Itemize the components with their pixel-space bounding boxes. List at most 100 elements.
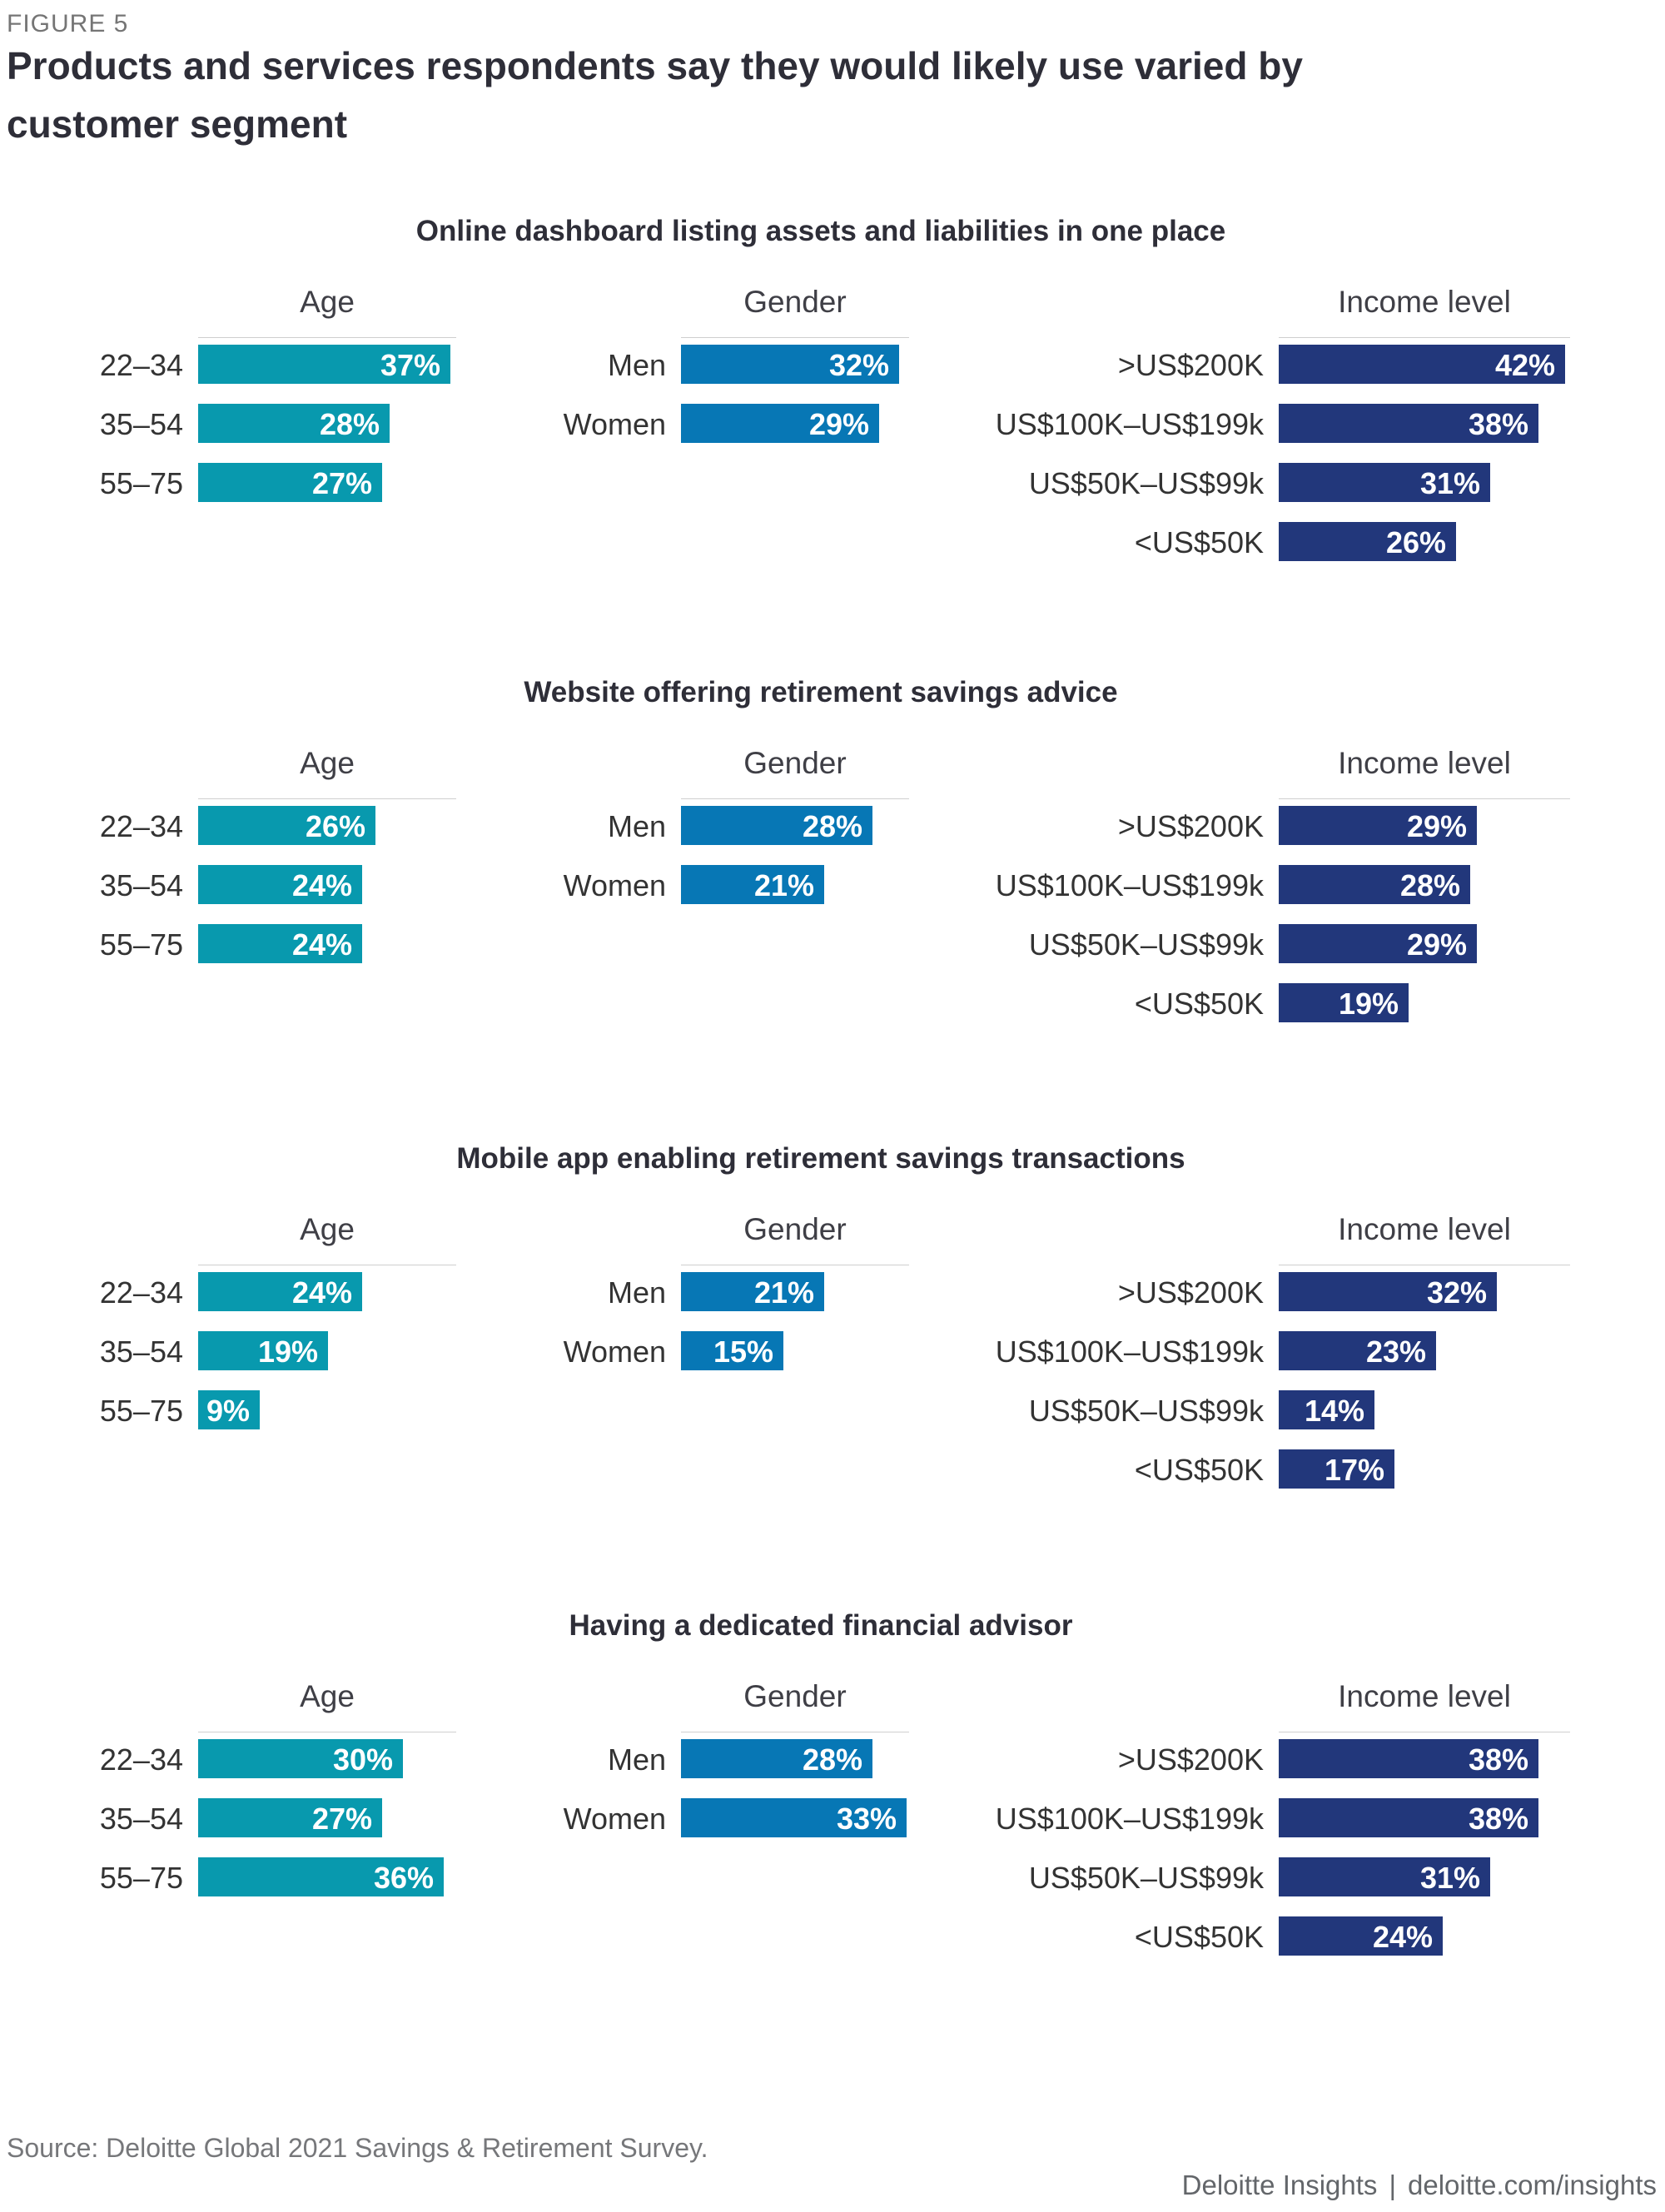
age-column: Age 22–34 26% 35–54 24% 55–75 24% — [0, 676, 475, 1034]
bar-row: >US$200K 29% — [982, 806, 1648, 845]
bar-row: US$100K–US$199k 28% — [982, 865, 1648, 904]
bar: 37% — [198, 345, 450, 384]
income-column: Income level >US$200K 32% US$100K–US$199… — [982, 1142, 1648, 1500]
category-label: Women — [563, 1802, 666, 1836]
bar: 38% — [1279, 404, 1538, 443]
bar: 33% — [681, 1798, 907, 1837]
axis-line — [681, 337, 909, 338]
chart-title: Website offering retirement savings advi… — [524, 676, 1118, 708]
category-label: US$100K–US$199k — [995, 1335, 1264, 1369]
bar-row: 35–54 28% — [0, 404, 475, 443]
bar-row: Women 15% — [483, 1331, 932, 1370]
bar-row: <US$50K 26% — [982, 522, 1648, 561]
gender-column: Gender Men 21% Women 15% — [483, 1142, 932, 1500]
bar-row: 35–54 27% — [0, 1798, 475, 1837]
gender-column: Gender Men 32% Women 29% — [483, 215, 932, 573]
column-heading-income: Income level — [1338, 1212, 1511, 1246]
bar-row: 55–75 24% — [0, 924, 475, 963]
bar-value-label: 38% — [1468, 1742, 1528, 1777]
chart-title: Online dashboard listing assets and liab… — [415, 215, 1226, 247]
category-label: 22–34 — [99, 1742, 183, 1777]
bar-value-label: 38% — [1468, 407, 1528, 441]
bar-row: <US$50K 17% — [982, 1449, 1648, 1489]
gender-column: Gender Men 28% Women 33% — [483, 1609, 932, 1967]
bar-row: 55–75 36% — [0, 1857, 475, 1896]
bar: 27% — [198, 1798, 382, 1837]
bar-row: <US$50K 19% — [982, 983, 1648, 1022]
bar-row: Women 33% — [483, 1798, 932, 1837]
bar: 31% — [1279, 463, 1490, 502]
bar-value-label: 17% — [1324, 1453, 1384, 1487]
footer-url[interactable]: deloitte.com/insights — [1408, 2170, 1657, 2200]
column-heading-income: Income level — [1338, 285, 1511, 319]
bar: 29% — [681, 404, 879, 443]
bar-row: 22–34 30% — [0, 1739, 475, 1778]
axis-line — [1279, 337, 1570, 338]
bar-row: 35–54 19% — [0, 1331, 475, 1370]
bar: 42% — [1279, 345, 1565, 384]
bar-row: 22–34 24% — [0, 1272, 475, 1311]
bar-row: 22–34 26% — [0, 806, 475, 845]
figure-label: FIGURE 5 — [7, 10, 129, 37]
category-label: <US$50K — [1134, 987, 1264, 1021]
category-label: 55–75 — [99, 466, 183, 500]
income-column: Income level >US$200K 42% US$100K–US$199… — [982, 215, 1648, 573]
bar: 28% — [681, 806, 872, 845]
category-label: <US$50K — [1134, 1920, 1264, 1954]
category-label: 55–75 — [99, 1861, 183, 1895]
footer: Deloitte Insights | deloitte.com/insights — [1182, 2170, 1657, 2201]
bar-row: 55–75 27% — [0, 463, 475, 502]
bar: 26% — [1279, 522, 1456, 561]
income-column: Income level >US$200K 38% US$100K–US$199… — [982, 1609, 1648, 1967]
bar: 36% — [198, 1857, 444, 1896]
bar-value-label: 31% — [1419, 466, 1480, 500]
source-note: Source: Deloitte Global 2021 Savings & R… — [7, 2133, 708, 2163]
column-heading-age: Age — [300, 746, 355, 780]
bar: 19% — [198, 1331, 328, 1370]
bar-value-label: 28% — [802, 1742, 862, 1777]
axis-line — [198, 337, 456, 338]
category-label: 35–54 — [99, 1802, 183, 1836]
category-label: US$100K–US$199k — [995, 1802, 1264, 1836]
category-label: US$50K–US$99k — [1028, 1861, 1264, 1895]
bar: 14% — [1279, 1390, 1374, 1429]
bar: 24% — [198, 1272, 362, 1311]
category-label: US$100K–US$199k — [995, 407, 1264, 441]
category-label: >US$200K — [1117, 1275, 1264, 1310]
bar-row: US$100K–US$199k 38% — [982, 404, 1648, 443]
bar-value-label: 14% — [1304, 1394, 1364, 1428]
bar-value-label: 26% — [305, 809, 365, 843]
bar: 29% — [1279, 806, 1477, 845]
bar-row: US$50K–US$99k 14% — [982, 1390, 1648, 1429]
bar: 28% — [681, 1739, 872, 1778]
axis-line — [1279, 798, 1570, 799]
bar-row: Women 21% — [483, 865, 932, 904]
bar: 31% — [1279, 1857, 1490, 1896]
bar-value-label: 24% — [1372, 1920, 1433, 1954]
bar: 23% — [1279, 1331, 1436, 1370]
chart-online-dashboard: Online dashboard listing assets and liab… — [0, 215, 1665, 573]
bar-value-label: 31% — [1419, 1861, 1480, 1895]
bar-value-label: 19% — [1338, 987, 1399, 1021]
category-label: 22–34 — [99, 348, 183, 382]
column-heading-gender: Gender — [743, 1212, 847, 1246]
bar: 28% — [1279, 865, 1470, 904]
category-label: 35–54 — [99, 868, 183, 902]
bar-value-label: 28% — [802, 809, 862, 843]
category-label: Women — [563, 407, 666, 441]
bar: 26% — [198, 806, 375, 845]
bar: 15% — [681, 1331, 783, 1370]
bar-value-label: 30% — [332, 1742, 393, 1777]
category-label: Women — [563, 868, 666, 902]
bar-value-label: 32% — [1426, 1275, 1487, 1310]
footer-brand: Deloitte Insights — [1181, 2170, 1378, 2200]
bar-value-label: 15% — [713, 1335, 773, 1369]
bar-row: >US$200K 42% — [982, 345, 1648, 384]
bar: 21% — [681, 1272, 824, 1311]
category-label: Women — [563, 1335, 666, 1369]
bar-value-label: 24% — [291, 868, 352, 902]
column-heading-gender: Gender — [743, 285, 847, 319]
bar-value-label: 24% — [291, 927, 352, 962]
column-heading-age: Age — [300, 285, 355, 319]
category-label: US$100K–US$199k — [995, 868, 1264, 902]
